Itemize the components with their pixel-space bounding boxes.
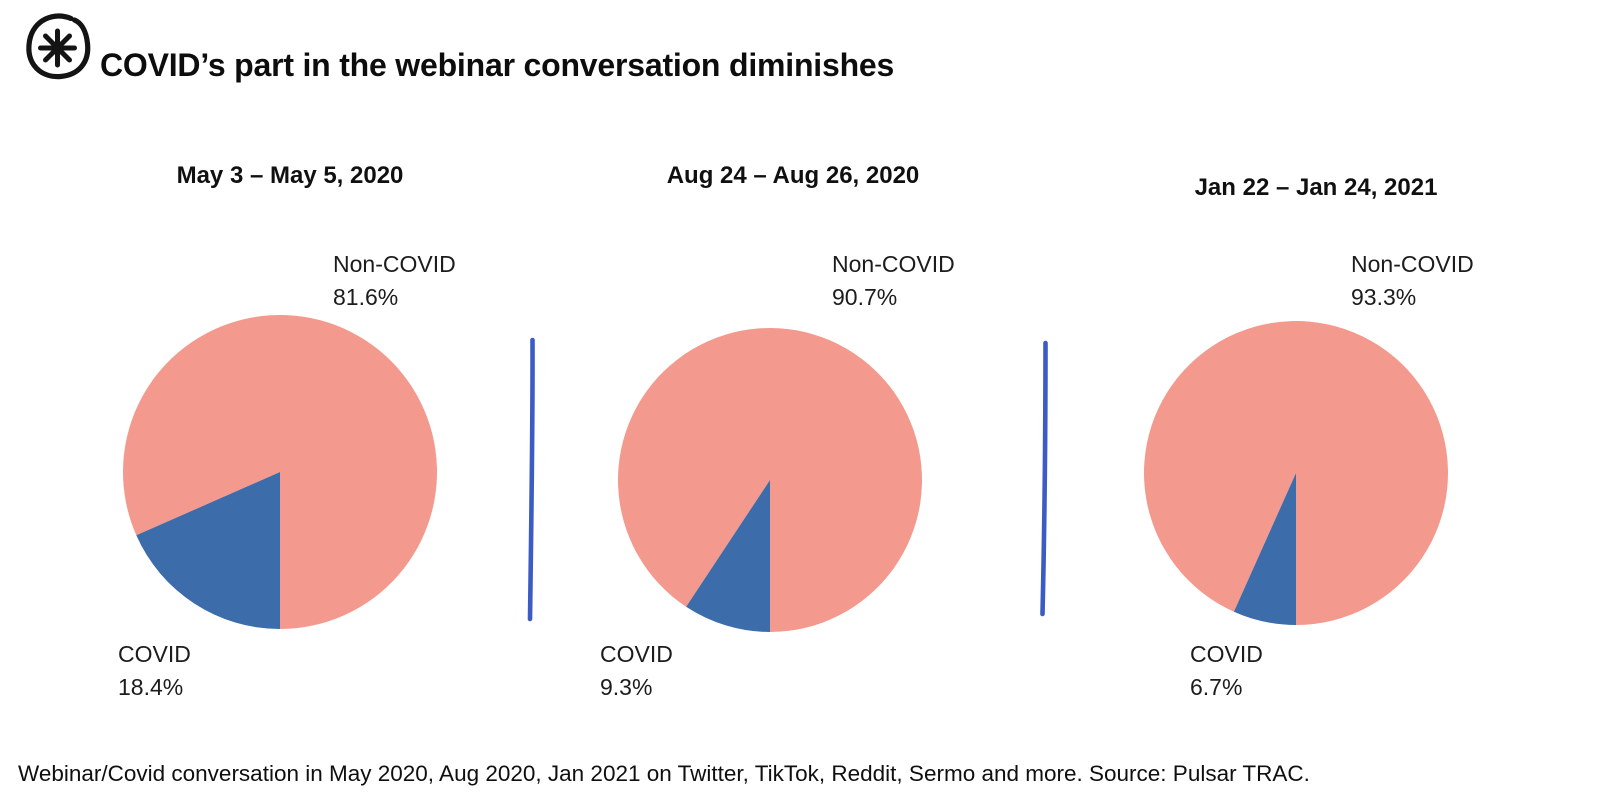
divider-line-2: [1040, 340, 1048, 617]
pie-chart-aug-2020: [618, 328, 923, 632]
slice-value: 93.3%: [1351, 284, 1417, 310]
pie-slice-covid: [686, 480, 770, 632]
covid-label: COVID 18.4%: [118, 638, 191, 704]
pie-slice-non-covid: [123, 315, 438, 629]
pie-slice-non-covid: [618, 328, 923, 632]
covid-label: COVID 9.3%: [600, 638, 673, 704]
divider-stroke: [527, 337, 535, 622]
slice-label: COVID: [1190, 641, 1263, 667]
slice-value: 6.7%: [1190, 674, 1243, 700]
pie-chart-may-2020: [123, 315, 438, 629]
slice-value: 90.7%: [832, 284, 898, 310]
slice-value: 9.3%: [600, 674, 653, 700]
non-covid-label: Non-COVID 93.3%: [1351, 248, 1474, 314]
chart-title-may: May 3 – May 5, 2020: [176, 162, 404, 189]
slice-label: Non-COVID: [1351, 251, 1474, 277]
slice-label: COVID: [600, 641, 673, 667]
non-covid-label: Non-COVID 90.7%: [832, 248, 955, 314]
slice-label: Non-COVID: [832, 251, 955, 277]
asterisk-circle-logo-icon: [26, 13, 91, 80]
source-caption: Webinar/Covid conversation in May 2020, …: [18, 761, 1310, 786]
non-covid-label: Non-COVID 81.6%: [333, 248, 456, 314]
pie-slice-covid: [136, 472, 280, 629]
pie-slice-non-covid: [1144, 321, 1449, 625]
page-title: COVID’s part in the webinar conversation…: [100, 47, 895, 84]
covid-label: COVID 6.7%: [1190, 638, 1263, 704]
slice-value: 18.4%: [118, 674, 184, 700]
slice-label: Non-COVID: [333, 251, 456, 277]
pie-chart-jan-2021: [1144, 321, 1449, 625]
divider-line-1: [527, 337, 535, 622]
chart-title-jan: Jan 22 – Jan 24, 2021: [1194, 174, 1438, 201]
slice-value: 81.6%: [333, 284, 399, 310]
chart-title-aug: Aug 24 – Aug 26, 2020: [666, 162, 920, 189]
pie-slice-covid: [1233, 473, 1296, 625]
slice-label: COVID: [118, 641, 191, 667]
divider-stroke: [1040, 340, 1048, 617]
